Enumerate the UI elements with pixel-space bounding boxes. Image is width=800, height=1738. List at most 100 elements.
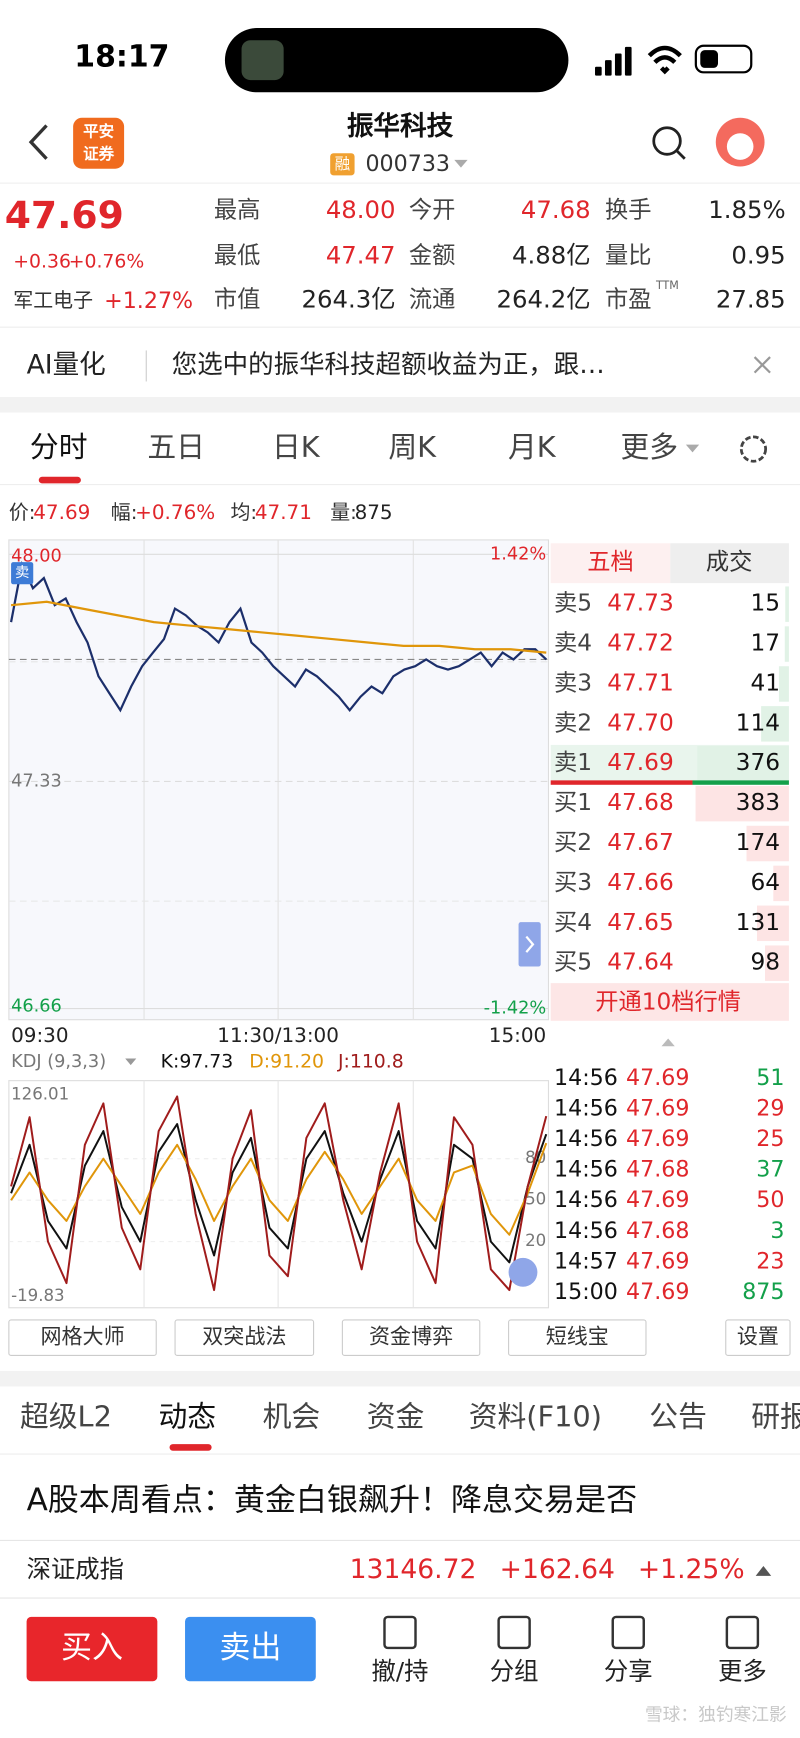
buy-text[interactable]: 买入 [61,1630,123,1666]
field-value: 48.00 [326,195,396,224]
field-label: 市盈 [605,286,652,313]
nav-text[interactable]: 撤/持 [372,1656,429,1685]
field-label: 最低 [214,242,261,269]
upgrade-text[interactable]: 开通10档行情 [595,989,741,1016]
book-volume: 98 [750,949,780,976]
x-tick-label: 11:30/13:00 [217,1023,339,1047]
trade-volume: 3 [770,1218,784,1244]
back-button[interactable] [28,124,48,160]
tool-text[interactable]: 设置 [737,1324,779,1349]
chart-tab[interactable]: 月K [508,430,557,464]
more-dropdown [685,444,700,453]
news-tab-indicator [169,1444,212,1451]
book-volume: 15 [750,590,780,617]
trade-price: 47.69 [626,1279,689,1305]
sector-change: +1.27% [104,288,193,314]
index-expand [755,1565,772,1576]
book-price: 47.66 [607,869,674,896]
tool-text[interactable]: 网格大师 [40,1324,124,1349]
trade-time: 14:56 [554,1065,618,1091]
index-value: 13146.72 [350,1554,477,1585]
chart-tab[interactable]: 五日 [147,430,205,464]
trade-time: 14:56 [554,1218,618,1244]
trade-time: 14:56 [554,1157,618,1183]
book-volume: 131 [736,909,780,936]
search-button[interactable] [652,126,682,156]
book-price: 47.67 [607,829,674,856]
tool-text[interactable]: 短线宝 [546,1324,609,1349]
headline[interactable]: A股本周看点：黄金白银飙升！降息交易是否 [27,1483,638,1519]
search-handle [676,150,686,160]
kdj-legend: K:97.73 [161,1051,234,1072]
book-volume: 174 [736,829,780,856]
avatar-face [726,133,754,160]
dynamic-island [224,28,569,93]
news-tab[interactable]: 资料(F10) [469,1400,602,1434]
sell-button [185,1616,316,1682]
news-tab[interactable]: 研报 [751,1400,800,1434]
info-label: 均: [230,500,257,524]
book-label: 卖5 [554,590,592,617]
book-volume: 41 [750,669,780,696]
news-tab[interactable]: 公告 [649,1400,707,1434]
kdj-title: KDJ (9,3,3) [11,1052,106,1072]
chart-tab[interactable]: 分时 [30,430,88,464]
tool-text[interactable]: 双突战法 [202,1324,286,1349]
book-tab-active [550,543,671,584]
field-value: 27.85 [716,285,786,314]
broker-logo [73,117,125,169]
x-tick-label: 15:00 [489,1023,546,1047]
nav-icon [725,1615,760,1650]
chart-tab[interactable]: 更多 [621,430,679,464]
trade-time: 14:56 [554,1096,618,1122]
nav-text[interactable]: 分组 [490,1656,539,1685]
nav-text[interactable]: 分享 [604,1656,653,1685]
buy-button [26,1616,158,1682]
news-tab[interactable]: 动态 [158,1400,216,1434]
book-label: 买5 [554,949,592,976]
news-tab[interactable]: 机会 [263,1400,321,1434]
news-tab[interactable]: 超级L2 [20,1400,112,1434]
trade-price: 47.69 [626,1248,689,1274]
field-label: 量比 [605,242,652,269]
collapse-arrow[interactable] [525,935,535,953]
index-bar [0,1540,800,1599]
last-price: 47.69 [5,193,124,237]
kdj-toggle[interactable] [508,1257,538,1287]
chart-tab[interactable]: 日K [272,430,321,464]
pct-top: 1.42% [490,544,546,564]
book-price: 47.68 [607,789,674,816]
field-label: 金额 [409,242,456,269]
index-name: 深证成指 [27,1554,124,1583]
sell-text[interactable]: 卖出 [219,1630,281,1666]
index-pct: +1.25% [638,1554,745,1585]
signal-bar [595,66,602,76]
gap [0,396,800,413]
book-tab-text[interactable]: 成交 [706,549,753,576]
close-banner[interactable] [753,356,771,374]
kdj-legend: J:110.8 [337,1051,404,1072]
tool-text[interactable]: 资金博弈 [369,1324,453,1349]
logo-text: 证券 [83,144,115,163]
collapse-button [518,922,541,967]
trade-price: 47.69 [626,1126,689,1152]
book-label: 卖3 [554,669,592,696]
book-price: 47.69 [607,749,674,776]
y-tick-label: 20 [525,1231,546,1250]
wifi-icon [647,45,682,75]
book-price: 47.65 [607,909,674,936]
kdj-line [10,1142,548,1236]
news-tab[interactable]: 资金 [367,1400,425,1434]
nav-text[interactable]: 更多 [718,1656,767,1685]
island-thumb [241,40,284,81]
index-change: +162.64 [500,1554,615,1585]
chart-tab[interactable]: 周K [388,430,437,464]
book-label: 买2 [554,829,592,856]
field-value: 4.88亿 [512,240,591,269]
book-tab-text[interactable]: 五档 [587,549,634,576]
settings-button[interactable] [739,435,768,463]
kdj-dropdown [125,1058,137,1066]
kdj-line [10,1095,548,1292]
